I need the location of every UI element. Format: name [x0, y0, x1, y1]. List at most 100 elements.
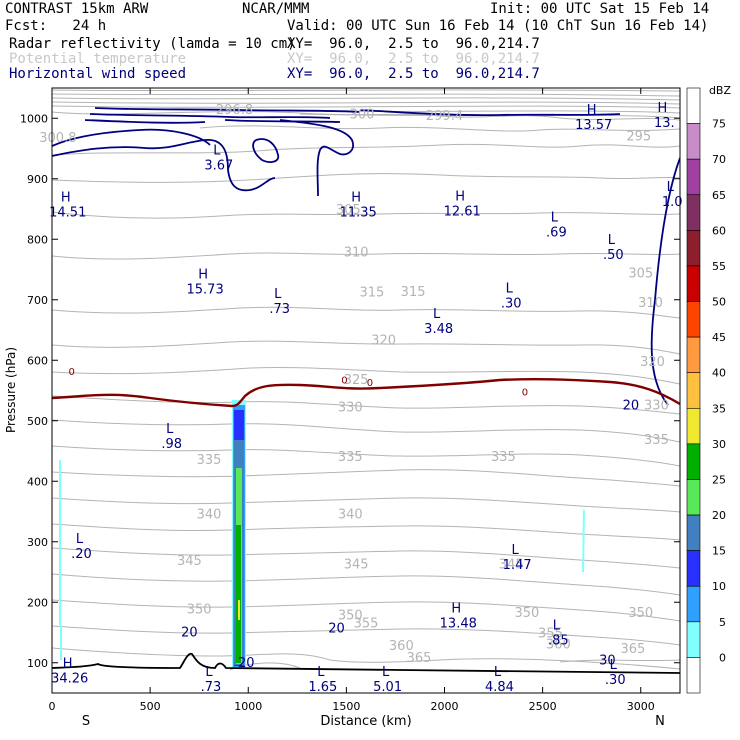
- y-tick-label: 100: [27, 657, 48, 670]
- zero-isotherm: [52, 377, 680, 408]
- colorbar-swatch: [686, 265, 701, 302]
- extremum-value: 1.65: [308, 680, 337, 695]
- colorbar-level: 25: [712, 473, 726, 486]
- wind-jet-core-1: [94, 107, 361, 113]
- colorbar-swatch: [686, 194, 701, 231]
- x-tick-label: 0: [49, 700, 56, 713]
- extremum-kind: L: [610, 658, 618, 673]
- theta-label: 365: [407, 651, 432, 666]
- theta-contour-305: [52, 573, 680, 596]
- theta-label: 355: [538, 627, 563, 642]
- theta-label: 315: [401, 285, 426, 300]
- south-label: S: [82, 714, 90, 729]
- colorbar-level: 45: [712, 331, 726, 344]
- theta-contour-335: [52, 306, 680, 319]
- extremum-kind: L: [553, 618, 561, 633]
- theta-label: 330: [338, 400, 363, 415]
- wind-label: 20: [238, 656, 255, 671]
- theta-contour-312: [52, 497, 680, 513]
- extremum-kind: H: [451, 602, 461, 617]
- wind-jet-core-2: [89, 113, 331, 119]
- theta-label: 320: [640, 355, 665, 370]
- y-tick-label: 700: [27, 294, 48, 307]
- extremum-kind: H: [198, 268, 208, 283]
- extremum-kind: H: [587, 103, 597, 118]
- theta-contours: [52, 89, 680, 671]
- extremum-kind: H: [61, 191, 71, 206]
- theta-label: 335: [491, 450, 516, 465]
- y-tick-label: 900: [27, 173, 48, 186]
- extremum-value: .50: [603, 248, 624, 263]
- extremum-value: .30: [501, 296, 522, 311]
- x-axis-label: Distance (km): [320, 714, 411, 729]
- radar-reflectivity: [59, 400, 585, 668]
- extremum-value: .73: [201, 680, 222, 695]
- theta-contour-355: [52, 143, 680, 156]
- reflectivity-cell-yellow: [238, 600, 240, 620]
- extremum-value: 1.47: [503, 558, 532, 573]
- wind-contour-20-mid: [252, 119, 354, 197]
- wind-contours: [52, 107, 680, 406]
- extremum-kind: L: [433, 307, 441, 322]
- colorbar-swatch: [686, 372, 701, 409]
- theta-contour-330: [52, 340, 680, 355]
- extremum-kind: H: [63, 657, 73, 672]
- reflectivity-streak-left: [59, 460, 62, 660]
- theta-label: 360: [546, 638, 571, 653]
- y-tick-label: 600: [27, 354, 48, 367]
- colorbar-level: 65: [712, 189, 726, 202]
- theta-label: 345: [344, 558, 369, 573]
- colorbar-swatch: [686, 479, 701, 516]
- valid-time: Valid: 00 UTC Sun 16 Feb 14 (10 ChT Sun …: [287, 18, 709, 34]
- colorbar-swatch: [686, 158, 701, 196]
- zero-isotherm-label: 0: [68, 367, 74, 378]
- wind-contour-20-left: [52, 128, 276, 192]
- theta-contour-308: [52, 547, 680, 569]
- theta-label: 310: [638, 296, 663, 311]
- zero-isotherm-label: 0: [367, 378, 373, 389]
- extremum-value: 14.51: [49, 206, 86, 221]
- colorbar-level: 0: [719, 651, 726, 664]
- colorbar-swatch: [686, 657, 701, 694]
- extremum-value: 15.73: [187, 283, 224, 298]
- theta-contour-360: [199, 125, 680, 132]
- extremum-kind: L: [512, 543, 520, 558]
- theta-label: 335: [197, 453, 222, 468]
- theta-label: 299.4: [426, 109, 463, 124]
- north-label: N: [655, 714, 665, 729]
- extremum-value: 13.57: [575, 118, 612, 133]
- theta-contour-320: [52, 419, 680, 443]
- colorbar-swatch: [686, 585, 701, 623]
- terrain-line: [52, 652, 680, 674]
- y-tick-label: 300: [27, 536, 48, 549]
- colorbar-level: 60: [712, 224, 726, 237]
- wind-labels: 20 20 20 20 30: [181, 399, 639, 671]
- theta-contour-298: [52, 647, 680, 670]
- extremum-value: 34.26: [51, 672, 88, 687]
- extremum-kind: H: [455, 190, 465, 205]
- zero-isotherm-label: 0: [341, 376, 347, 387]
- theta-contour-365: [52, 111, 680, 121]
- colorbar-swatch: [686, 336, 701, 374]
- theta-contour-322: [52, 395, 680, 415]
- theta-contour-345: [52, 211, 680, 219]
- colorbar-swatch: [686, 621, 701, 658]
- zero-isotherm-labels: 0 0 0 0: [68, 367, 528, 399]
- wind-label: 30: [599, 653, 616, 668]
- field-theta-xy: XY= 96.0, 2.5 to 96.0,214.7: [287, 51, 540, 67]
- field-reflectivity-xy: XY= 96.0, 2.5 to 96.0,214.7: [287, 36, 540, 52]
- theta-contour-318: [52, 445, 680, 467]
- wind-label: 20: [623, 399, 640, 414]
- colorbar-level: 55: [712, 260, 726, 273]
- theta-label: 335: [644, 433, 669, 448]
- wind-label: 20: [181, 626, 198, 641]
- extremum-value: 12.61: [444, 205, 481, 220]
- theta-label: 350: [515, 606, 540, 621]
- theta-label: 360: [389, 639, 414, 654]
- y-tick-label: 200: [27, 596, 48, 609]
- colorbar-swatch: [686, 230, 701, 267]
- colorbar-level: 75: [712, 118, 726, 131]
- theta-contour-315: [52, 469, 680, 487]
